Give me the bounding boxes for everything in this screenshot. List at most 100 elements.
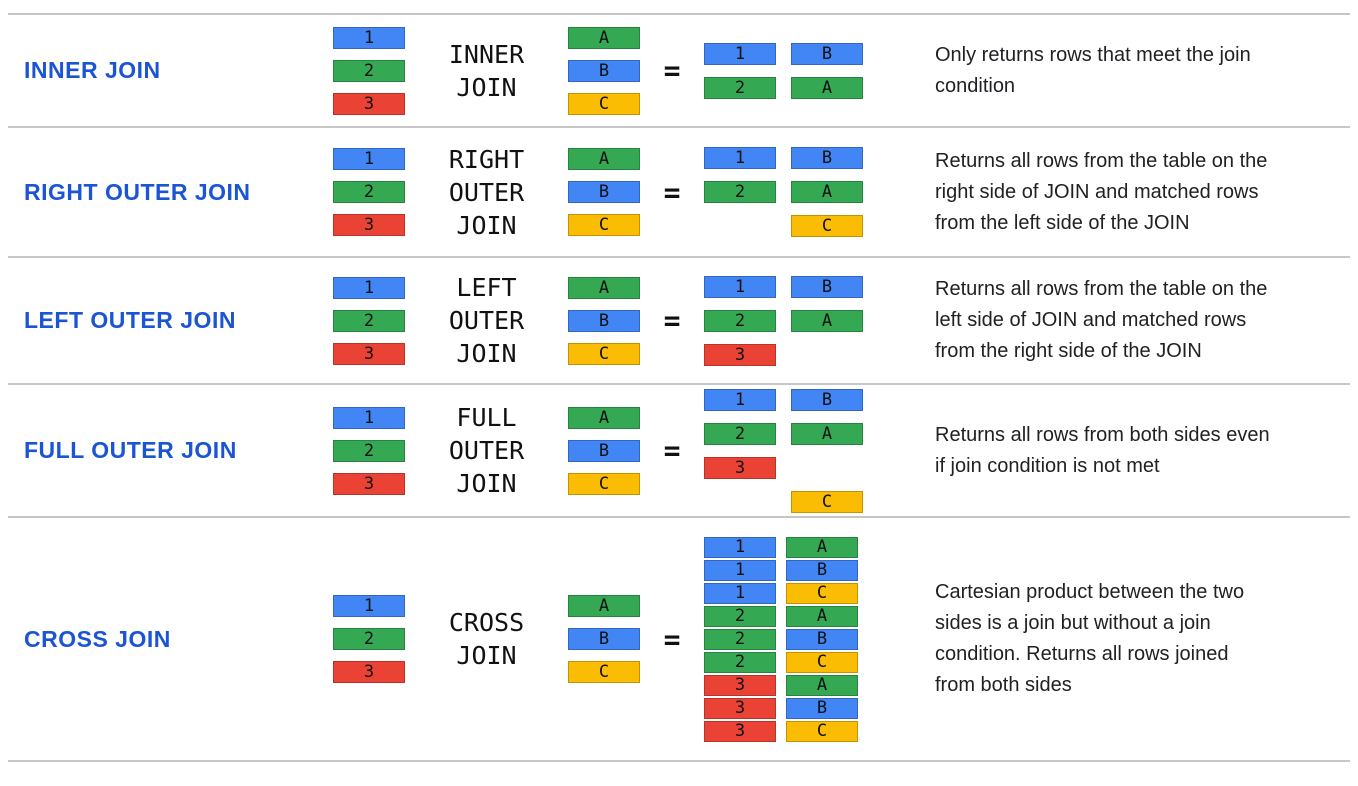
table-cell: B <box>568 59 640 82</box>
table-cell: 3 <box>333 661 405 683</box>
equals-sign: = <box>663 54 681 87</box>
join-operator-label: CROSS JOIN <box>405 606 568 672</box>
join-operator-line: INNER <box>448 39 525 69</box>
result-cell: 1 <box>704 388 776 411</box>
table-cell: A <box>568 406 640 429</box>
join-description: Returns all rows from the table on the l… <box>935 278 1268 362</box>
equals-sign: = <box>663 175 681 209</box>
table-cell: 1 <box>333 406 405 429</box>
table-cell: C <box>568 472 640 495</box>
join-operator-label: FULL OUTER JOIN <box>405 401 568 500</box>
result-cell-empty <box>704 215 776 237</box>
result-cell: 2 <box>704 181 776 203</box>
table-cell: C <box>568 342 640 365</box>
table-cell: 2 <box>333 628 405 650</box>
result-cell: 1 <box>704 147 776 169</box>
table-cell: 1 <box>333 148 405 170</box>
result-cell: 3 <box>704 456 776 479</box>
table-cell: A <box>568 595 640 617</box>
join-operator-line: OUTER <box>448 177 525 207</box>
join-operator-line: JOIN <box>456 210 517 240</box>
result-cell: C <box>786 720 858 742</box>
result-cell: B <box>786 697 858 719</box>
join-row-left-outer-join: LEFT OUTER JOIN 1 2 3 LEFT OUTER JOIN A B C = 1 B 2 A 3… <box>8 256 1350 383</box>
join-title: CROSS JOIN <box>24 625 171 652</box>
result-cell: 2 <box>704 605 776 627</box>
table-cell: 1 <box>333 276 405 299</box>
table-cell: 3 <box>333 214 405 236</box>
result-cell: 2 <box>704 628 776 650</box>
left-source-table: 1 2 3 <box>333 26 405 115</box>
result-cell: 1 <box>704 582 776 604</box>
table-cell: A <box>568 276 640 299</box>
join-operator-label: RIGHT OUTER JOIN <box>405 143 568 242</box>
result-cell-empty <box>791 344 863 366</box>
result-cell: 2 <box>704 309 776 332</box>
join-row-cross-join: CROSS JOIN 1 2 3 CROSS JOIN A B C = 1 A 1 B 1 C 2 A 2 B 2 C 3 A… <box>8 516 1350 760</box>
join-operator-line: JOIN <box>456 469 517 498</box>
result-cell: 1 <box>704 275 776 298</box>
result-cell-empty <box>704 491 776 513</box>
table-cell: 1 <box>333 595 405 617</box>
join-operator-line: OUTER <box>448 306 525 335</box>
result-cell: C <box>791 490 863 513</box>
table-cell: 1 <box>333 26 405 49</box>
result-cell: C <box>786 651 858 673</box>
result-cell: B <box>791 275 863 298</box>
join-description: Cartesian product between the two sides … <box>935 581 1245 696</box>
result-cell: A <box>786 674 858 696</box>
result-row: 3 <box>704 343 863 366</box>
join-row-right-outer-join: RIGHT OUTER JOIN 1 2 3 RIGHT OUTER JOIN A B C = 1 B 2… <box>8 126 1350 256</box>
table-cell: C <box>568 214 640 236</box>
result-cell: 2 <box>704 76 776 99</box>
result-cell: B <box>791 42 863 65</box>
left-source-table: 1 2 3 <box>333 148 405 236</box>
result-row: 3 <box>704 456 863 479</box>
table-cell: 3 <box>333 342 405 365</box>
result-cell: 3 <box>704 674 776 696</box>
table-cell: 3 <box>333 472 405 495</box>
table-cell: B <box>568 439 640 462</box>
result-cell: 1 <box>704 536 776 558</box>
join-operator-line: JOIN <box>456 72 517 102</box>
join-row-full-outer-join: FULL OUTER JOIN 1 2 3 FULL OUTER JOIN A B C = 1 B 2 A 3… <box>8 383 1350 516</box>
result-cell: 3 <box>704 343 776 366</box>
join-description: Returns all rows from the table on the r… <box>935 149 1268 234</box>
result-cell: 2 <box>704 651 776 673</box>
join-operator-line: FULL <box>456 403 517 432</box>
result-cell: 3 <box>704 720 776 742</box>
left-source-table: 1 2 3 <box>333 406 405 495</box>
join-operator-line: JOIN <box>456 641 517 670</box>
result-cell: 2 <box>704 422 776 445</box>
table-cell: C <box>568 661 640 683</box>
result-cell: B <box>791 388 863 411</box>
join-description: Returns all rows from both sides even if… <box>935 423 1270 477</box>
join-operator-label: LEFT OUTER JOIN <box>405 271 568 370</box>
join-description: Only returns rows that meet the join con… <box>935 43 1251 97</box>
table-cell: A <box>568 26 640 49</box>
table-cell: 2 <box>333 309 405 332</box>
result-cell: C <box>786 582 858 604</box>
result-cell: B <box>791 147 863 169</box>
result-cell: A <box>786 605 858 627</box>
table-cell: B <box>568 309 640 332</box>
